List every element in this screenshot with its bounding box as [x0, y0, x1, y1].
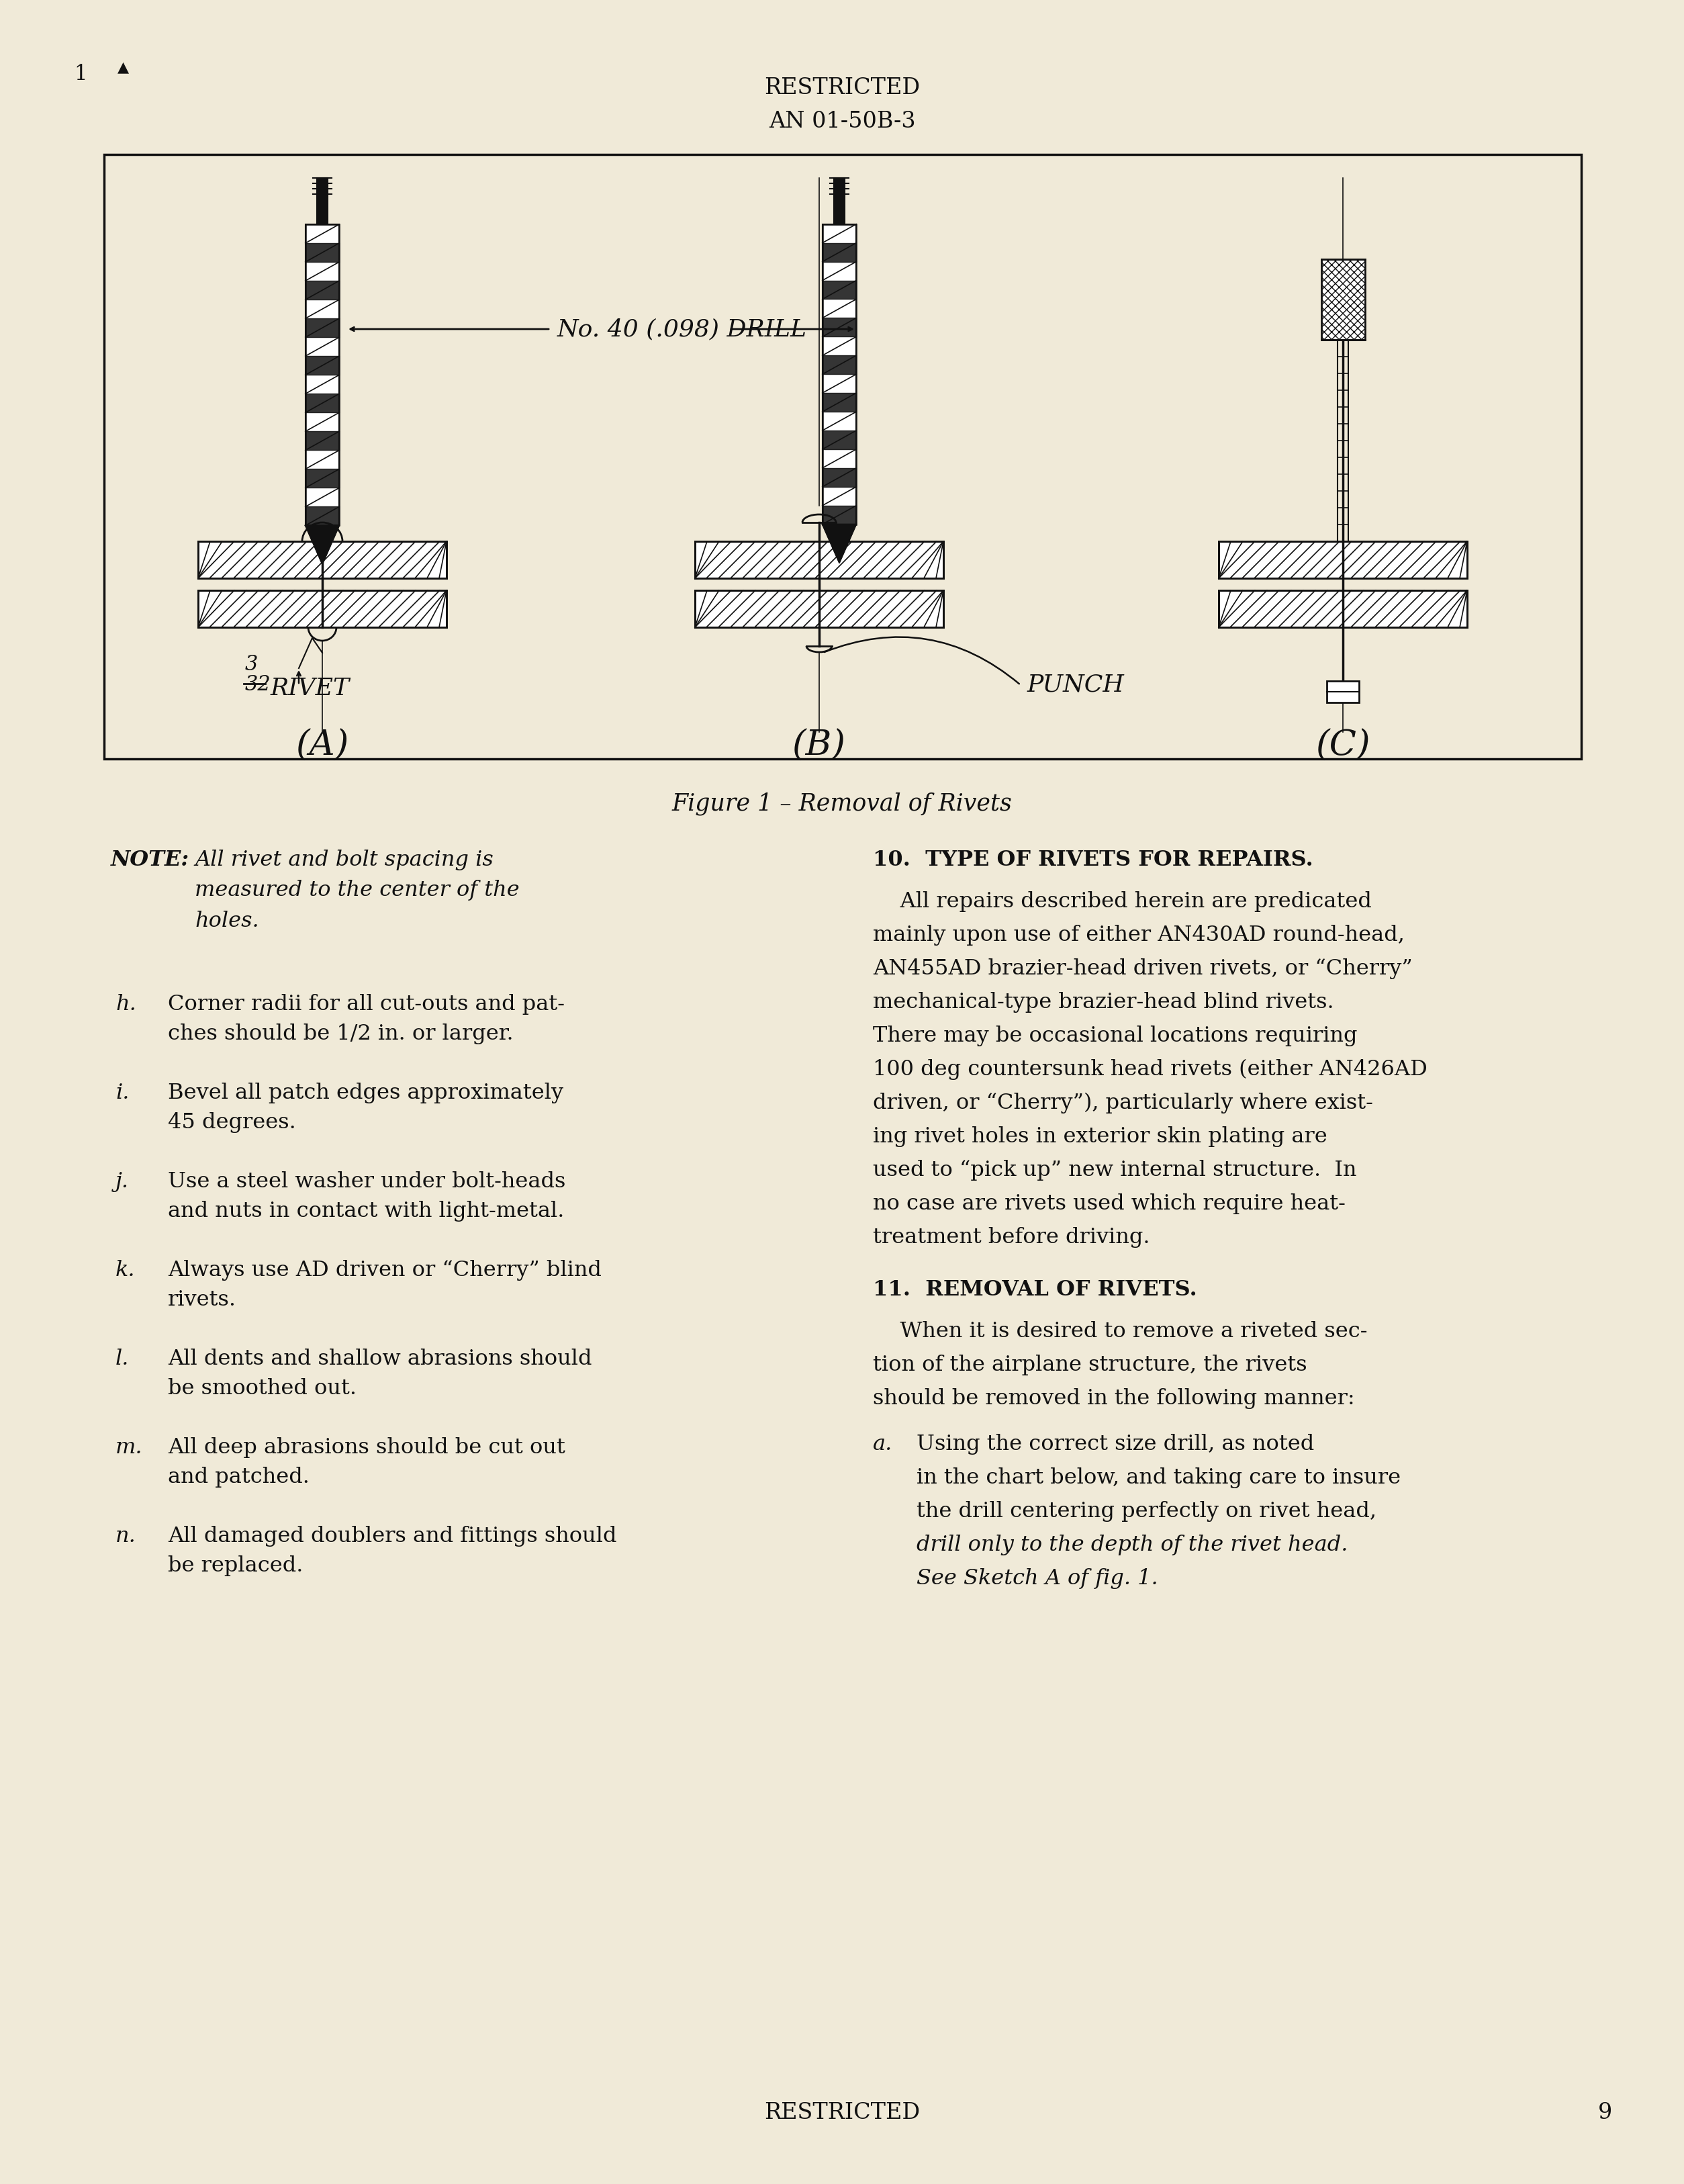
Polygon shape [305, 526, 338, 563]
Text: drill only to the depth of the rivet head.: drill only to the depth of the rivet hea… [916, 1535, 1347, 1555]
Text: a.: a. [872, 1435, 893, 1455]
Polygon shape [822, 524, 855, 563]
Text: n.: n. [116, 1527, 136, 1546]
Text: No. 40 (.098) DRILL: No. 40 (.098) DRILL [557, 317, 807, 341]
Text: m.: m. [116, 1437, 143, 1459]
Text: 3: 3 [246, 655, 258, 675]
Text: There may be occasional locations requiring: There may be occasional locations requir… [872, 1026, 1357, 1046]
Text: All rivet and bolt spacing is
measured to the center of the
holes.: All rivet and bolt spacing is measured t… [195, 850, 520, 930]
Text: used to “pick up” new internal structure.  In: used to “pick up” new internal structure… [872, 1160, 1357, 1182]
Polygon shape [305, 393, 338, 413]
Bar [1219, 590, 1467, 627]
Text: k.: k. [116, 1260, 135, 1280]
Text: the drill centering perfectly on rivet head,: the drill centering perfectly on rivet h… [916, 1500, 1376, 1522]
Text: (B): (B) [791, 729, 845, 762]
Text: should be removed in the following manner:: should be removed in the following manne… [872, 1389, 1354, 1409]
Text: 32: 32 [246, 675, 271, 695]
Text: See Sketch A of fig. 1.: See Sketch A of fig. 1. [916, 1568, 1159, 1590]
Bar [104, 155, 1581, 758]
Text: tion of the airplane structure, the rivets: tion of the airplane structure, the rive… [872, 1354, 1307, 1376]
Polygon shape [822, 430, 855, 450]
Text: All damaged doublers and fittings should
be replaced.: All damaged doublers and fittings should… [168, 1527, 616, 1577]
Text: RESTRICTED: RESTRICTED [765, 76, 919, 98]
Text: RESTRICTED: RESTRICTED [765, 2101, 919, 2123]
Polygon shape [822, 280, 855, 299]
Text: 9: 9 [1598, 2101, 1612, 2123]
Text: 1: 1 [74, 63, 88, 85]
Polygon shape [822, 319, 855, 336]
Polygon shape [305, 319, 338, 336]
Polygon shape [305, 432, 338, 450]
Text: All deep abrasions should be cut out
and patched.: All deep abrasions should be cut out and… [168, 1437, 566, 1487]
Polygon shape [305, 282, 338, 299]
Bar [199, 590, 446, 627]
Polygon shape [305, 242, 338, 262]
Bar [695, 590, 943, 627]
Text: Use a steel washer under bolt-heads
and nuts in contact with light-metal.: Use a steel washer under bolt-heads and … [168, 1171, 566, 1221]
Text: 11.  REMOVAL OF RIVETS.: 11. REMOVAL OF RIVETS. [872, 1280, 1197, 1299]
Polygon shape [305, 356, 338, 376]
Bar [1327, 681, 1359, 703]
Text: AN455AD brazier-head driven rivets, or “Cherry”: AN455AD brazier-head driven rivets, or “… [872, 959, 1413, 978]
Bar [834, 177, 844, 225]
Text: ▲: ▲ [118, 61, 130, 74]
Text: no case are rivets used which require heat-: no case are rivets used which require he… [872, 1192, 1346, 1214]
Polygon shape [822, 356, 855, 373]
Text: Corner radii for all cut-outs and pat-
ches should be 1/2 in. or larger.: Corner radii for all cut-outs and pat- c… [168, 994, 564, 1044]
Bar [822, 225, 855, 524]
Text: (A): (A) [296, 729, 349, 762]
Text: i.: i. [116, 1083, 130, 1103]
Bar [305, 225, 338, 526]
Bar [1320, 260, 1364, 341]
Text: ing rivet holes in exterior skin plating are: ing rivet holes in exterior skin plating… [872, 1127, 1327, 1147]
Text: treatment before driving.: treatment before driving. [872, 1227, 1150, 1247]
Bar [305, 225, 338, 526]
Text: mechanical-type brazier-head blind rivets.: mechanical-type brazier-head blind rivet… [872, 992, 1334, 1013]
Text: in the chart below, and taking care to insure: in the chart below, and taking care to i… [916, 1468, 1401, 1487]
Text: Always use AD driven or “Cherry” blind
rivets.: Always use AD driven or “Cherry” blind r… [168, 1260, 601, 1310]
Polygon shape [822, 505, 855, 524]
Text: mainly upon use of either AN430AD round-head,: mainly upon use of either AN430AD round-… [872, 924, 1404, 946]
Polygon shape [822, 242, 855, 262]
Polygon shape [305, 507, 338, 526]
Text: h.: h. [116, 994, 136, 1016]
Polygon shape [822, 393, 855, 413]
Text: Figure 1 – Removal of Rivets: Figure 1 – Removal of Rivets [672, 793, 1012, 815]
Bar [695, 542, 943, 579]
Text: 100 deg countersunk head rivets (either AN426AD: 100 deg countersunk head rivets (either … [872, 1059, 1428, 1081]
Text: l.: l. [116, 1348, 130, 1369]
Text: Using the correct size drill, as noted: Using the correct size drill, as noted [916, 1435, 1314, 1455]
Bar [822, 225, 855, 524]
Text: NOTE:: NOTE: [111, 850, 190, 871]
Polygon shape [305, 470, 338, 487]
Bar [199, 542, 446, 579]
Text: RIVET: RIVET [271, 677, 350, 699]
Text: When it is desired to remove a riveted sec-: When it is desired to remove a riveted s… [872, 1321, 1367, 1341]
Text: (C): (C) [1315, 729, 1371, 762]
Text: 10.  TYPE OF RIVETS FOR REPAIRS.: 10. TYPE OF RIVETS FOR REPAIRS. [872, 850, 1314, 871]
Text: All dents and shallow abrasions should
be smoothed out.: All dents and shallow abrasions should b… [168, 1348, 591, 1400]
Text: PUNCH: PUNCH [1027, 673, 1125, 697]
Bar [1219, 542, 1467, 579]
Text: j.: j. [116, 1171, 130, 1192]
Polygon shape [822, 467, 855, 487]
Bar [317, 177, 327, 225]
Text: driven, or “Cherry”), particularly where exist-: driven, or “Cherry”), particularly where… [872, 1092, 1372, 1114]
Text: AN 01-50B-3: AN 01-50B-3 [768, 111, 916, 133]
Text: All repairs described herein are predicated: All repairs described herein are predica… [872, 891, 1372, 913]
Text: Bevel all patch edges approximately
45 degrees.: Bevel all patch edges approximately 45 d… [168, 1083, 564, 1133]
